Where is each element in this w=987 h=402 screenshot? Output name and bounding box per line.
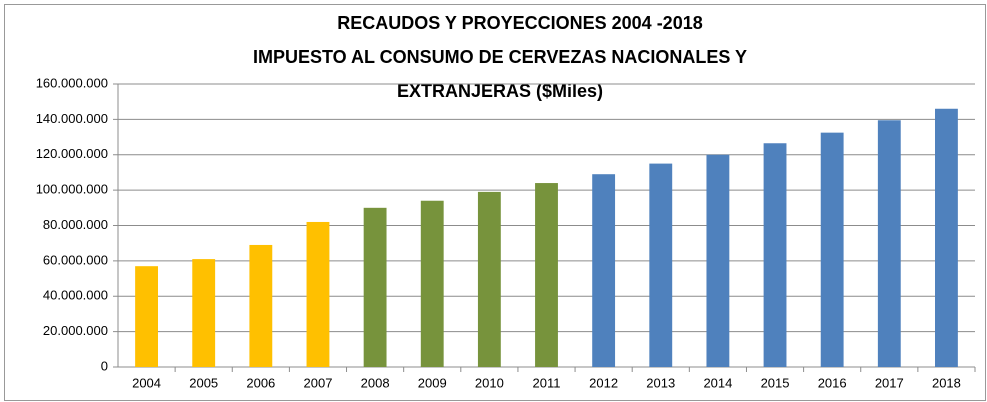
x-tick-label: 2017 — [875, 375, 904, 390]
bar — [135, 266, 158, 367]
x-tick-label: 2005 — [189, 375, 218, 390]
chart-title: IMPUESTO AL CONSUMO DE CERVEZAS NACIONAL… — [253, 47, 747, 67]
y-tick-label: 40.000.000 — [43, 288, 108, 303]
x-tick-label: 2004 — [132, 375, 161, 390]
bar — [192, 259, 216, 367]
bar — [306, 221, 330, 367]
bar — [249, 244, 273, 367]
x-tick-label: 2014 — [703, 375, 732, 390]
y-tick-label: 0 — [101, 358, 108, 373]
y-tick-label: 60.000.000 — [43, 252, 108, 267]
bar — [820, 132, 844, 367]
y-tick-label: 20.000.000 — [43, 323, 108, 338]
bar — [363, 207, 387, 367]
x-tick-label: 2011 — [533, 375, 561, 390]
chart-title: EXTRANJERAS ($Miles) — [397, 81, 603, 101]
y-tick-label: 120.000.000 — [36, 146, 108, 161]
bar — [763, 143, 787, 367]
bar — [420, 200, 444, 367]
chart-title: RECAUDOS Y PROYECCIONES 2004 -2018 — [337, 13, 702, 33]
y-tick-label: 100.000.000 — [36, 182, 108, 197]
y-tick-label: 80.000.000 — [43, 217, 108, 232]
bar — [535, 183, 558, 367]
x-tick-label: 2018 — [932, 375, 961, 390]
x-tick-label: 2016 — [818, 375, 847, 390]
bar — [592, 174, 616, 367]
bar — [935, 108, 958, 367]
bar — [477, 191, 501, 367]
x-tick-label: 2009 — [418, 375, 447, 390]
bar — [649, 163, 673, 367]
bar — [706, 154, 730, 367]
x-tick-label: 2013 — [646, 375, 675, 390]
x-tick-label: 2006 — [246, 375, 275, 390]
bar — [877, 120, 901, 368]
x-tick-label: 2010 — [475, 375, 504, 390]
x-tick-label: 2008 — [361, 375, 390, 390]
y-tick-label: 160.000.000 — [36, 75, 108, 90]
x-tick-label: 2012 — [589, 375, 618, 390]
x-tick-label: 2007 — [304, 375, 333, 390]
x-tick-label: 2015 — [761, 375, 790, 390]
y-tick-label: 140.000.000 — [36, 111, 108, 126]
